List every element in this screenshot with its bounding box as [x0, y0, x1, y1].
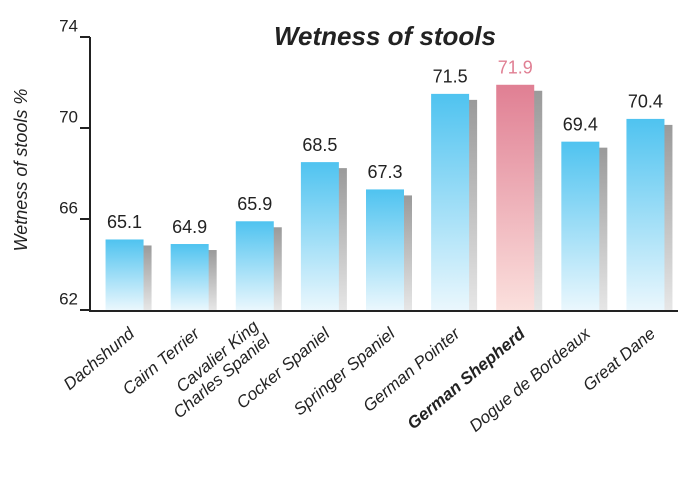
bar: [300, 162, 339, 310]
value-label: 70.4: [628, 92, 663, 112]
y-tick-label: 62: [59, 289, 78, 308]
bar: [431, 93, 470, 310]
value-label: 67.3: [367, 162, 402, 182]
value-label: 69.4: [563, 114, 598, 134]
bar: [170, 244, 209, 310]
x-tick-label: Dogue de Bordeaux: [466, 324, 594, 436]
value-label: 71.9: [498, 58, 533, 78]
bar: [366, 189, 404, 310]
bar: [561, 141, 600, 310]
chart-title: Wetness of stools: [274, 21, 496, 51]
value-label: 65.9: [237, 194, 272, 214]
value-label: 64.9: [172, 217, 207, 237]
y-axis-label: Wetness of stools %: [11, 89, 31, 252]
y-tick-label: 74: [59, 16, 78, 35]
bar: [496, 84, 535, 311]
bar: [626, 118, 665, 311]
value-label: 65.1: [107, 212, 142, 232]
y-tick-label: 70: [59, 107, 78, 126]
y-tick-label: 66: [59, 198, 78, 217]
value-label: 68.5: [302, 135, 337, 155]
x-tick-label: Cavalier KingCharles Spaniel: [158, 316, 275, 422]
value-label: 71.5: [433, 67, 468, 87]
bar: [105, 239, 144, 310]
x-tick-label: German Shepherd: [404, 324, 530, 434]
x-tick-label: Great Dane: [579, 324, 659, 395]
bar: [235, 221, 274, 310]
